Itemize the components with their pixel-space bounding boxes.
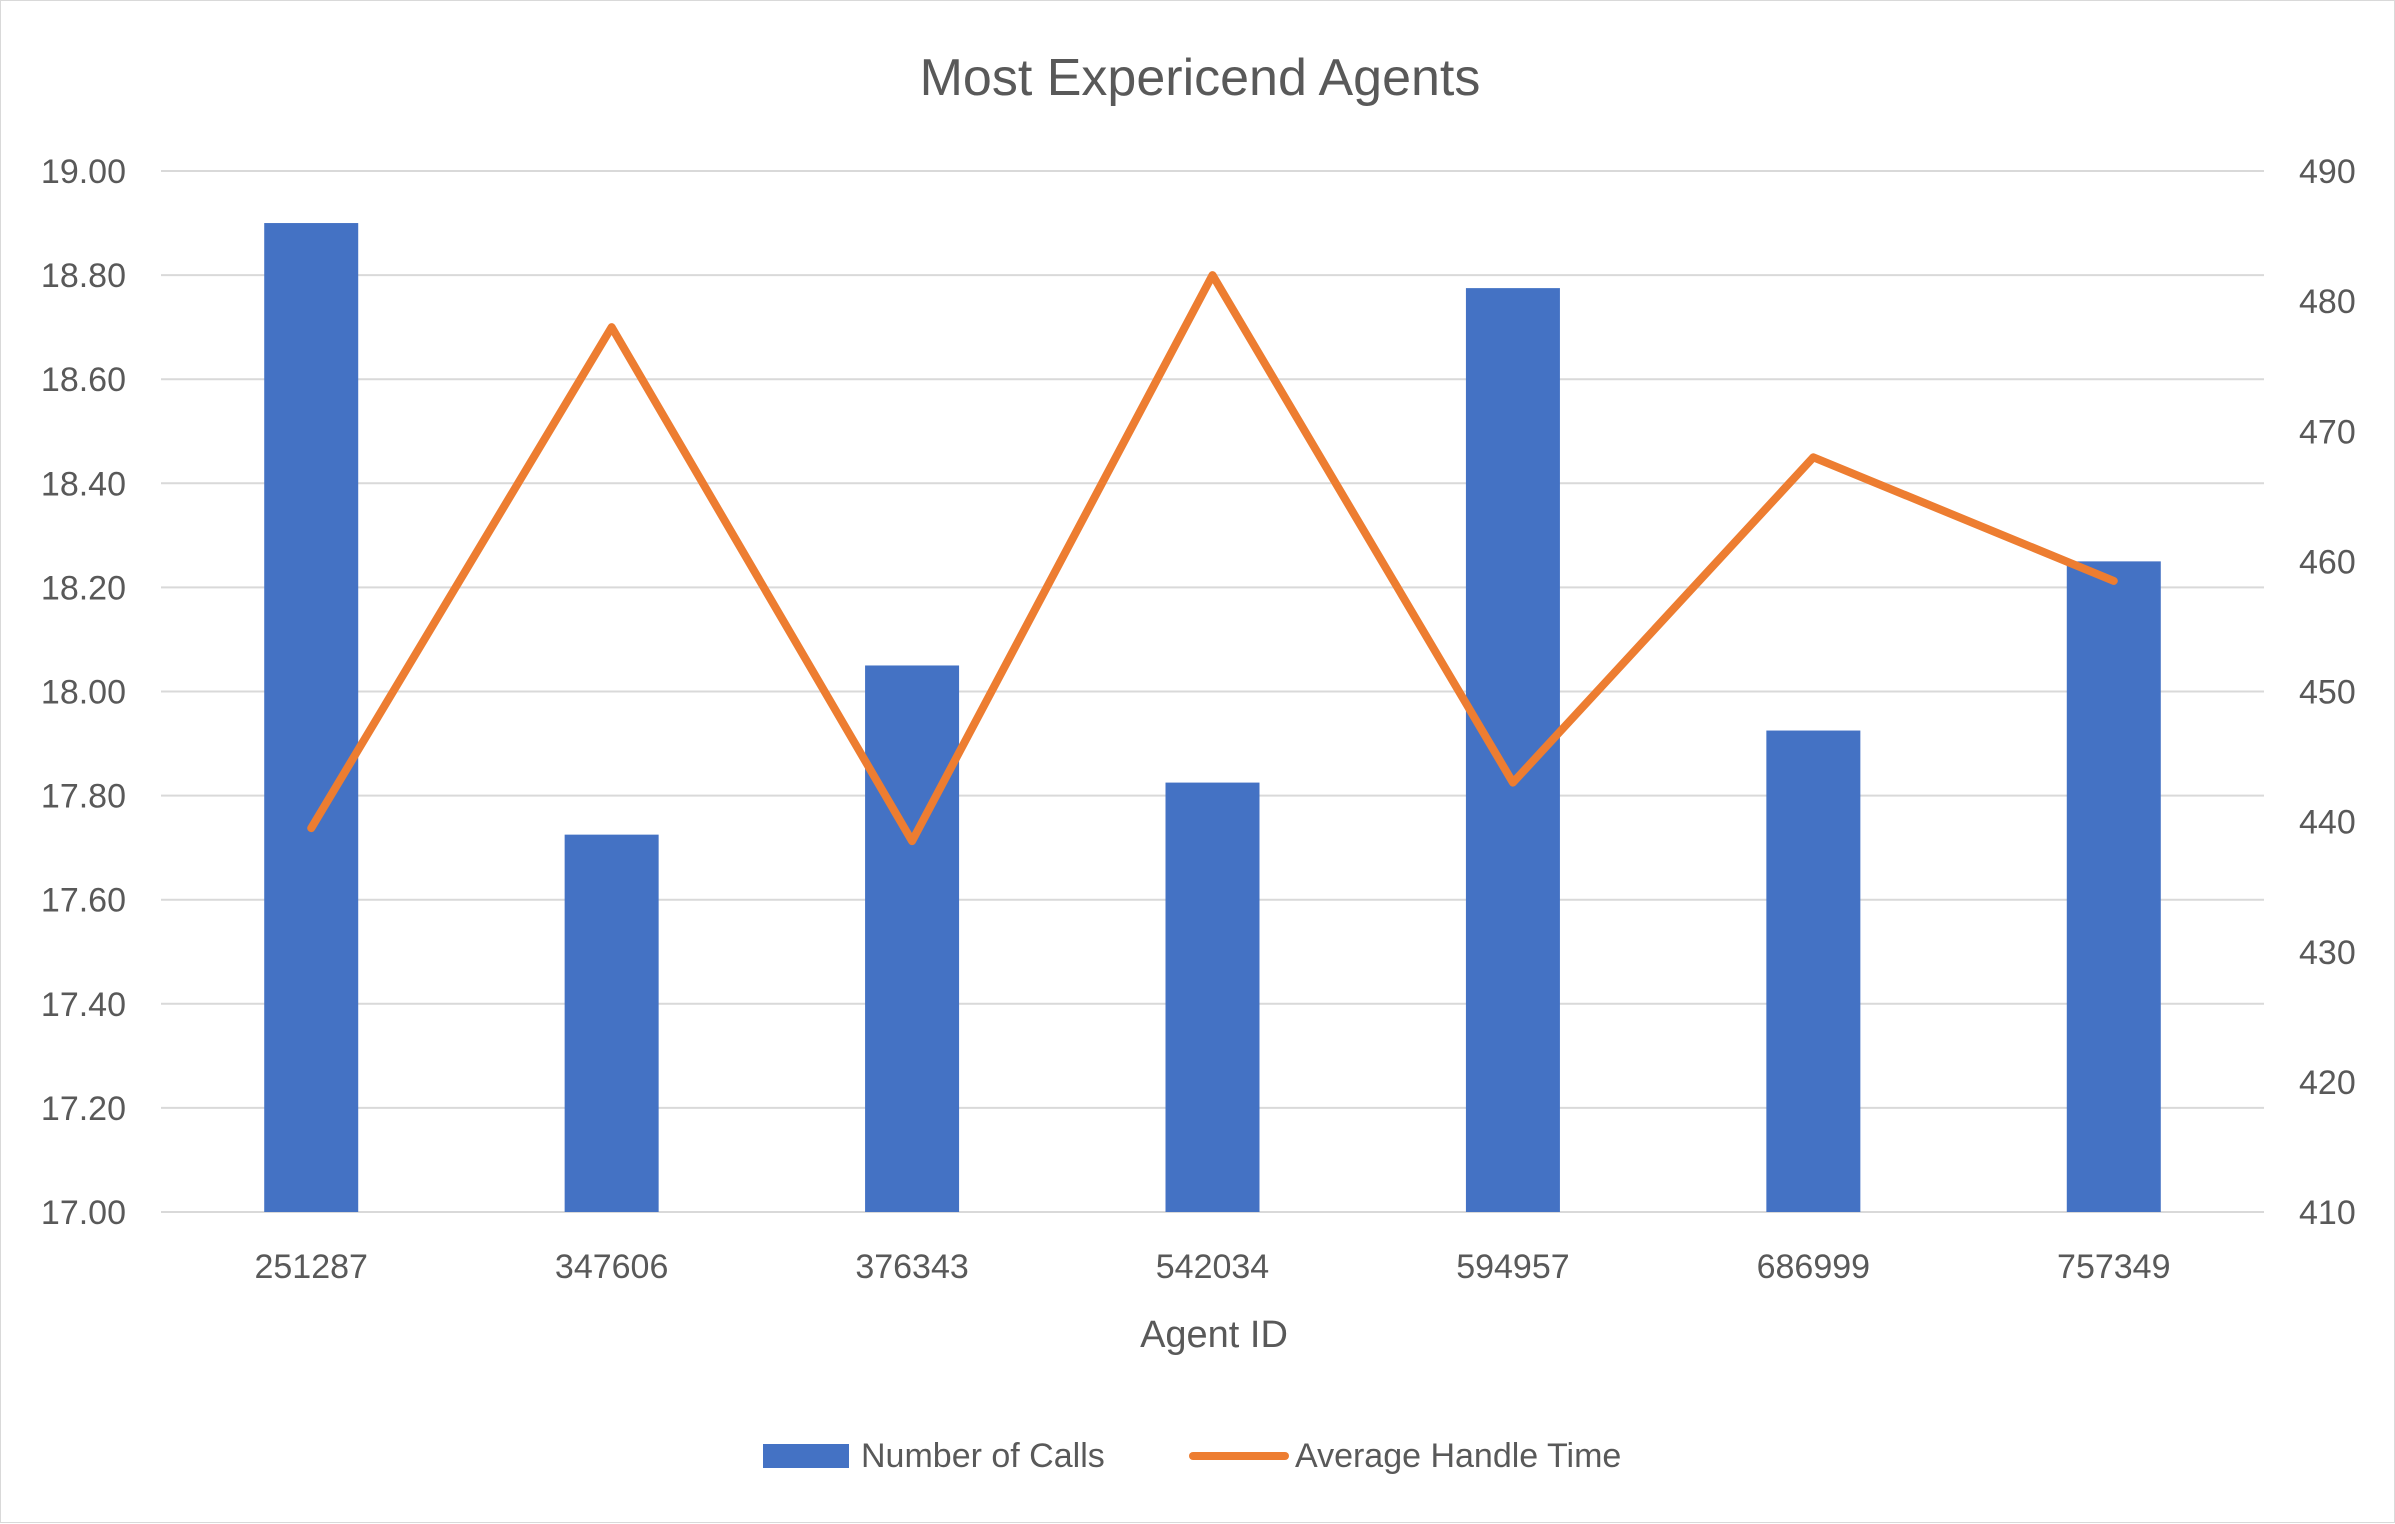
- x-axis-ticks: 251287 347606 376343 542034 594957 686999 7573…: [254, 1248, 2170, 1286]
- bar-757349: [2067, 561, 2161, 1212]
- left-tick-label: 18.80: [41, 257, 126, 295]
- x-tick-label: 686999: [1757, 1248, 1870, 1286]
- legend: Number of Calls Average Handle Time: [763, 1437, 1621, 1475]
- right-tick-label: 490: [2299, 153, 2356, 191]
- right-tick-label: 440: [2299, 804, 2356, 842]
- bar-686999: [1766, 731, 1860, 1212]
- x-tick-label: 542034: [1156, 1248, 1269, 1286]
- right-axis-ticks: 410 420 430 440 450 460 470 480 490: [2299, 153, 2356, 1232]
- x-axis-title: Agent ID: [1140, 1314, 1288, 1356]
- chart-title: Most Expericend Agents: [920, 49, 1481, 107]
- right-tick-label: 450: [2299, 674, 2356, 712]
- bar-542034: [1166, 783, 1260, 1212]
- left-tick-label: 19.00: [41, 153, 126, 191]
- legend-swatch-number-of-calls: [763, 1444, 849, 1468]
- left-tick-label: 17.20: [41, 1090, 126, 1128]
- legend-label-average-handle-time: Average Handle Time: [1295, 1437, 1621, 1475]
- x-tick-label: 376343: [855, 1248, 968, 1286]
- left-tick-label: 17.00: [41, 1194, 126, 1232]
- right-tick-label: 480: [2299, 283, 2356, 321]
- left-tick-label: 17.40: [41, 986, 126, 1024]
- left-tick-label: 17.60: [41, 882, 126, 920]
- x-tick-label: 757349: [2057, 1248, 2170, 1286]
- right-tick-label: 460: [2299, 543, 2356, 581]
- right-tick-label: 410: [2299, 1194, 2356, 1232]
- right-tick-label: 430: [2299, 934, 2356, 972]
- right-tick-label: 470: [2299, 413, 2356, 451]
- x-tick-label: 347606: [555, 1248, 668, 1286]
- left-tick-label: 18.40: [41, 465, 126, 503]
- bar-347606: [565, 835, 659, 1212]
- right-tick-label: 420: [2299, 1064, 2356, 1102]
- bar-251287: [264, 223, 358, 1212]
- bar-376343: [865, 665, 959, 1212]
- x-tick-label: 251287: [254, 1248, 367, 1286]
- left-tick-label: 18.20: [41, 569, 126, 607]
- left-tick-label: 18.60: [41, 361, 126, 399]
- left-tick-label: 18.00: [41, 674, 126, 712]
- x-tick-label: 594957: [1456, 1248, 1569, 1286]
- bar-series-number-of-calls: [264, 223, 2161, 1212]
- legend-label-number-of-calls: Number of Calls: [861, 1437, 1105, 1475]
- left-tick-label: 17.80: [41, 778, 126, 816]
- left-axis-ticks: 17.00 17.20 17.40 17.60 17.80 18.00 18.20 18.40…: [41, 153, 126, 1232]
